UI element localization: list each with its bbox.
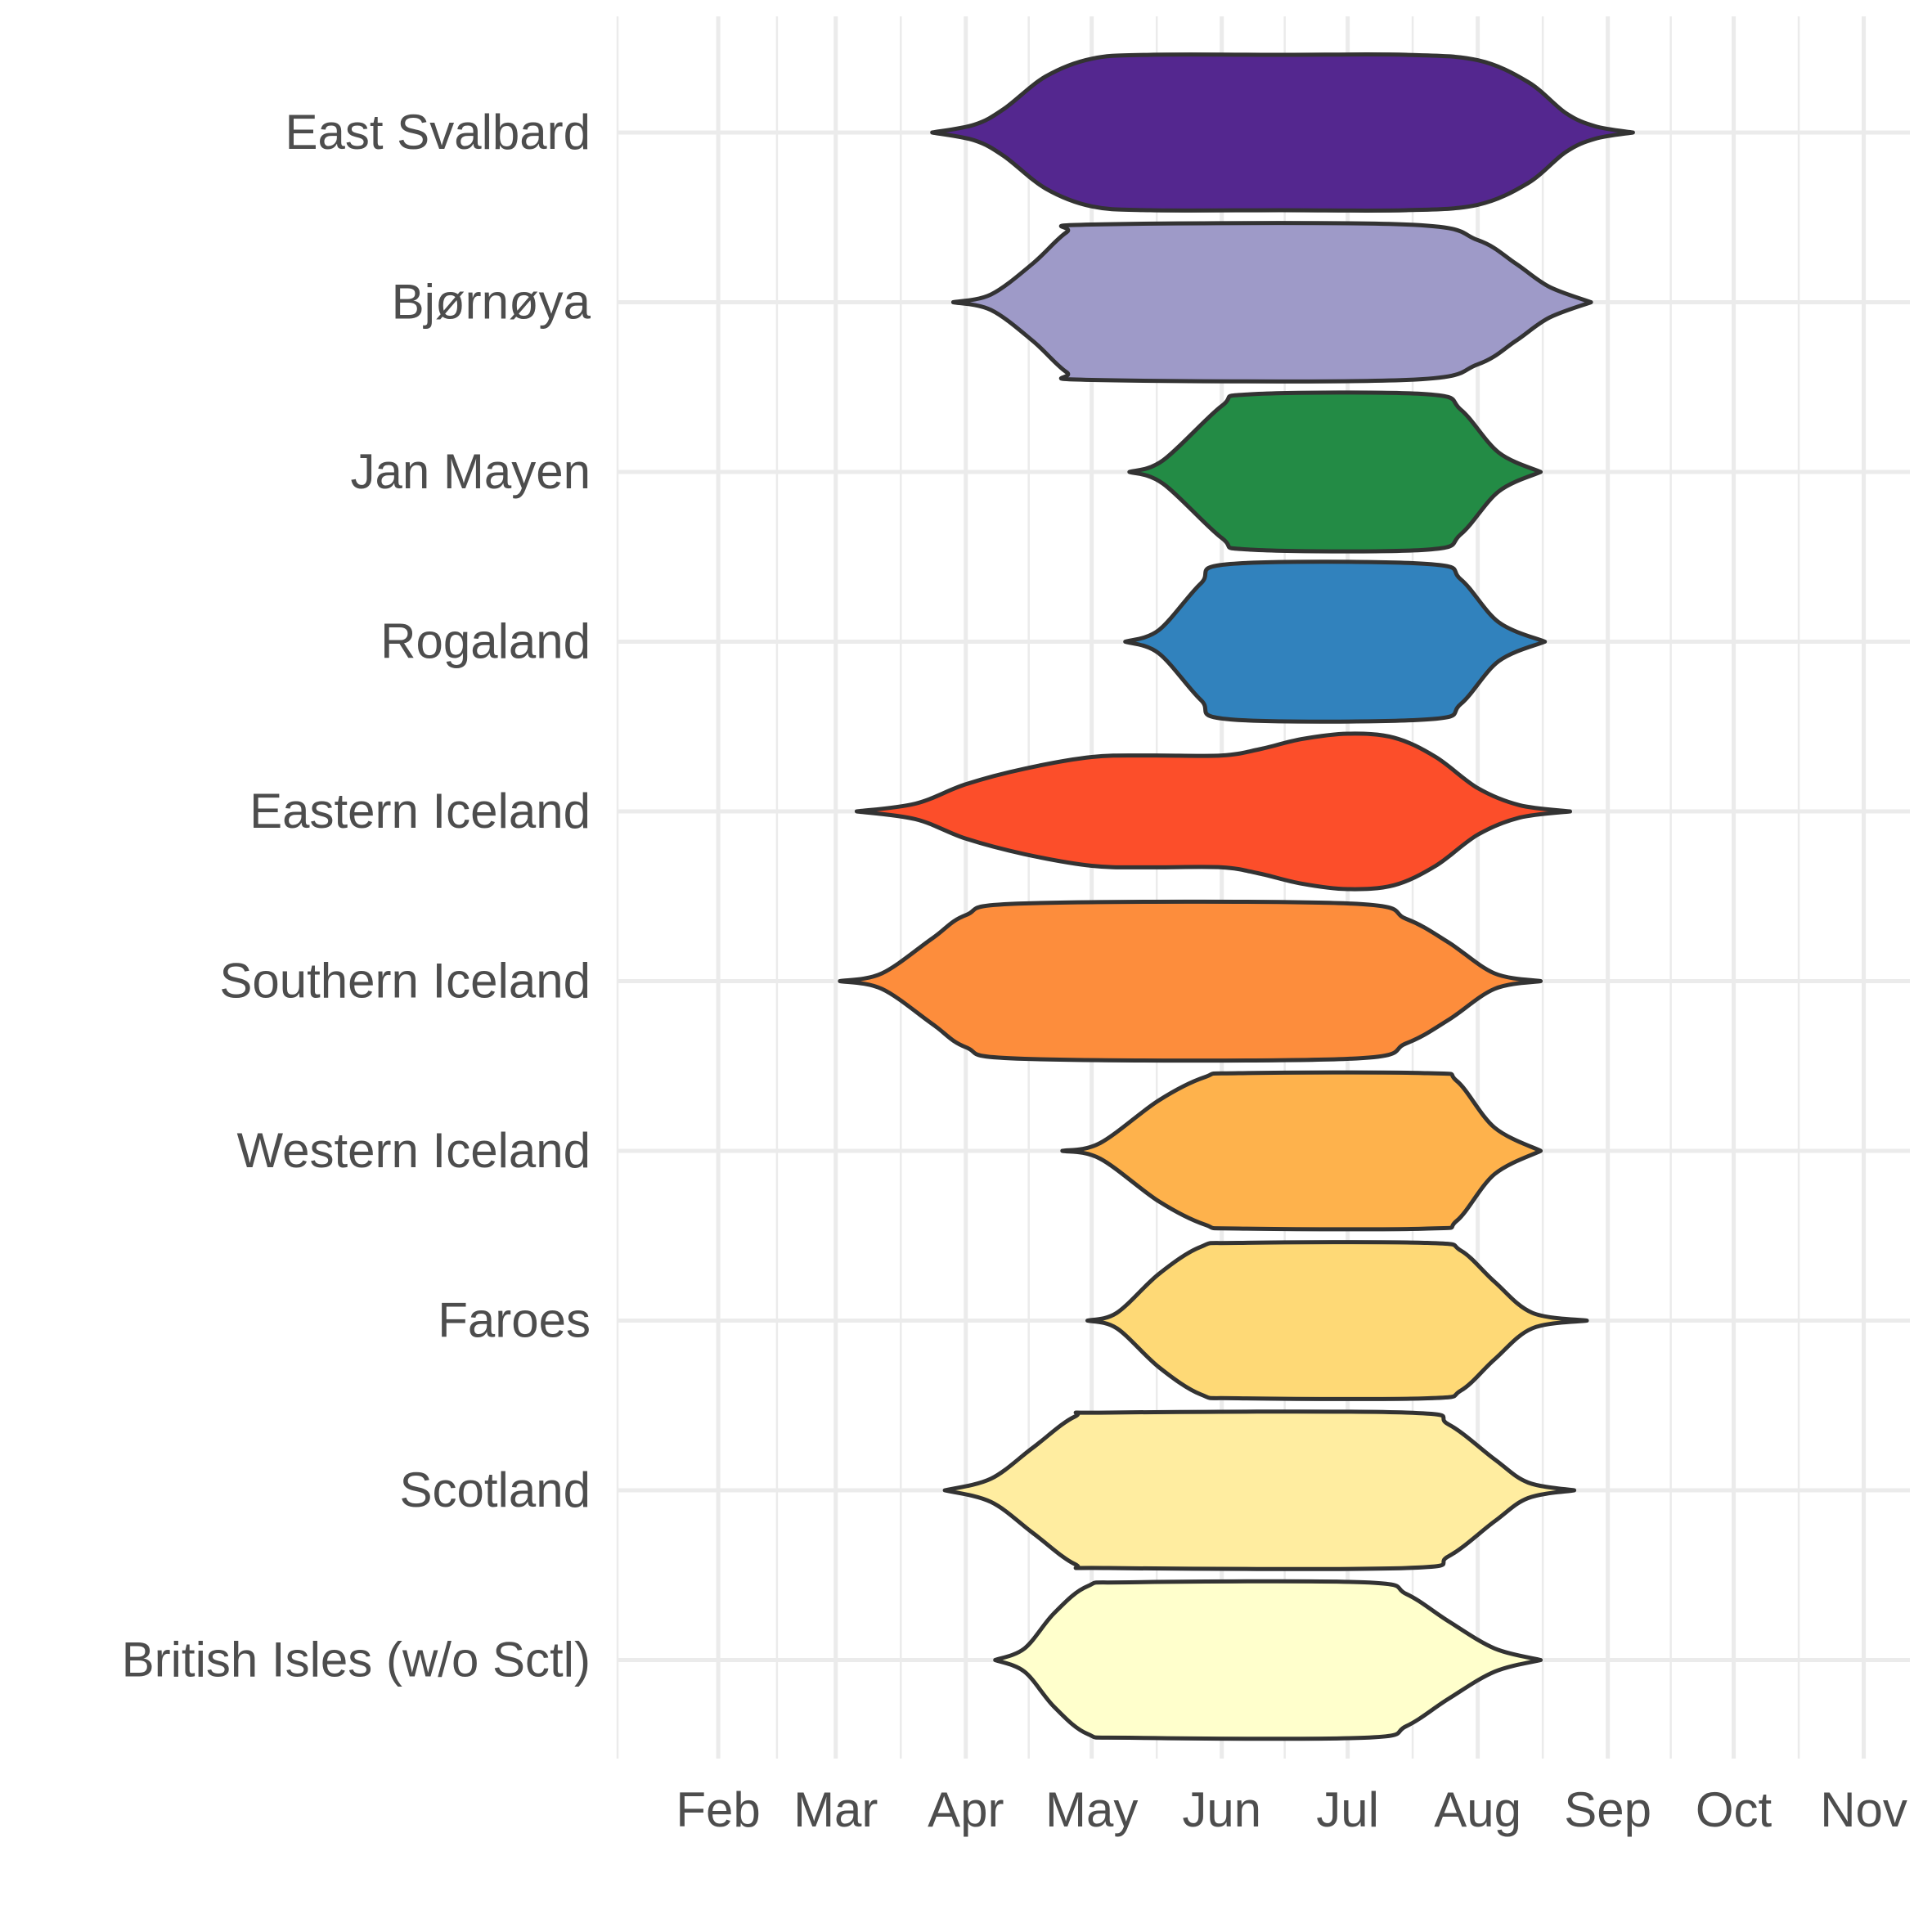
x-tick-label: Apr — [928, 1782, 1004, 1837]
y-tick-label: Eastern Iceland — [249, 784, 591, 838]
violin-jan-mayen — [1127, 390, 1543, 554]
x-tick-label: Jul — [1316, 1782, 1379, 1837]
violin-british-isles-w-o-sctl — [993, 1579, 1543, 1741]
x-axis-labels: Feb Mar Apr May Jun Jul Aug Sep Oct Nov — [676, 1782, 1907, 1837]
x-tick-label: May — [1045, 1782, 1138, 1837]
violin-scotland — [942, 1409, 1577, 1571]
x-tick-label: Nov — [1820, 1782, 1907, 1837]
x-tick-label: Mar — [793, 1782, 878, 1837]
y-tick-label: Jan Mayen — [351, 444, 591, 499]
violin-eastern-iceland — [854, 731, 1572, 892]
y-tick-label: Faroes — [438, 1293, 591, 1348]
x-tick-label: Feb — [676, 1782, 760, 1837]
y-tick-label: Scotland — [400, 1462, 591, 1517]
violin-bj-rn-ya — [950, 221, 1593, 384]
violin-southern-iceland — [838, 899, 1543, 1063]
x-tick-label: Jun — [1182, 1782, 1261, 1837]
violin-western-iceland — [1060, 1070, 1543, 1232]
y-tick-label: British Isles (w/o Sctl) — [122, 1633, 591, 1687]
y-axis-labels: East Svalbard Bjørnøya Jan Mayen Rogaland Ea… — [122, 105, 591, 1687]
y-tick-label: Rogaland — [380, 614, 591, 669]
x-tick-label: Sep — [1564, 1782, 1651, 1837]
violin-rogaland — [1123, 559, 1548, 724]
y-tick-label: Southern Iceland — [219, 954, 591, 1009]
x-tick-label: Aug — [1434, 1782, 1521, 1837]
y-tick-label: East Svalbard — [285, 105, 591, 160]
violins — [838, 52, 1635, 1741]
x-tick-label: Oct — [1696, 1782, 1772, 1837]
violin-east-svalbard — [930, 52, 1635, 213]
y-tick-label: Western Iceland — [237, 1123, 591, 1178]
violin-faroes — [1085, 1240, 1589, 1401]
y-tick-label: Bjørnøya — [392, 275, 591, 330]
